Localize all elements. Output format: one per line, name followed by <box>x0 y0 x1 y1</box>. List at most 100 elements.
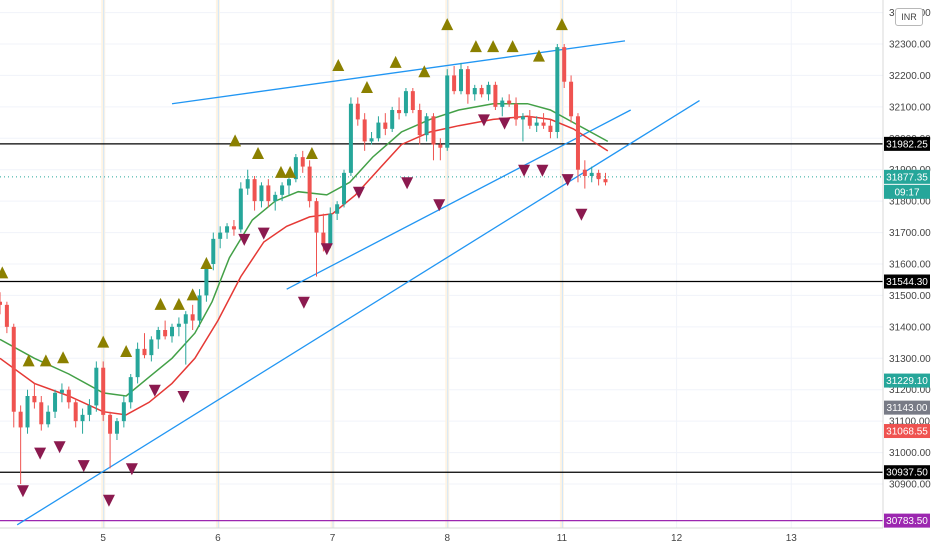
candle-body <box>245 179 250 189</box>
y-tick-label: 31400.00 <box>889 322 931 333</box>
countdown-label: 09:17 <box>894 187 919 198</box>
price-badge <box>884 513 930 528</box>
up-signal-triangle <box>532 49 545 62</box>
down-signal-triangle <box>536 164 549 177</box>
candle-body <box>369 138 374 142</box>
down-signal-triangle <box>53 441 66 454</box>
candle-body <box>596 172 601 180</box>
candle-body <box>286 179 291 186</box>
down-signal-triangle <box>561 174 574 187</box>
candle-body <box>170 326 175 337</box>
candle-body <box>0 301 2 305</box>
candle-body <box>458 69 463 92</box>
down-signal-triangle <box>320 243 333 256</box>
y-tick-label: 31500.00 <box>889 291 931 302</box>
up-signal-triangle <box>274 165 287 178</box>
candle-body <box>335 204 340 214</box>
y-tick-label: 32300.00 <box>889 40 931 51</box>
candle-body <box>39 402 44 425</box>
candle-body <box>603 179 608 183</box>
y-tick-label: 30900.00 <box>889 480 931 491</box>
down-signal-triangle <box>238 233 251 246</box>
price-badge-label: 31982.25 <box>886 139 928 150</box>
price-badge-label: 30783.50 <box>886 516 928 527</box>
time-axis[interactable]: 5 6 7 8 11 12 13 <box>100 533 797 544</box>
y-tick-label: 31600.00 <box>889 260 931 271</box>
candle-body <box>114 421 119 434</box>
candle-body <box>4 304 9 327</box>
up-signal-triangle <box>252 147 265 159</box>
candle-body <box>493 84 498 107</box>
candle-body <box>348 103 353 173</box>
down-signal-triangle <box>518 164 531 177</box>
candle-body <box>149 339 154 356</box>
up-signal-triangle <box>555 18 568 31</box>
candle-body <box>280 185 285 195</box>
candlesticks <box>0 44 608 484</box>
candle-body <box>376 122 381 139</box>
candle-body <box>424 116 429 136</box>
candle-body <box>321 232 326 246</box>
y-tick-label: 32200.00 <box>889 71 931 82</box>
up-signal-triangle <box>389 55 402 68</box>
candle-body <box>486 84 491 95</box>
candle-body <box>575 116 580 170</box>
candle-body <box>197 295 202 321</box>
candle-body <box>183 314 188 324</box>
currency-button[interactable]: INR <box>895 8 923 26</box>
candle-body <box>176 323 181 327</box>
price-badge-label: 31143.00 <box>887 403 928 414</box>
x-tick-label: 8 <box>444 533 450 544</box>
x-tick-label: 11 <box>557 533 568 544</box>
moving-averages <box>0 102 609 416</box>
up-signal-triangle <box>97 335 110 348</box>
candle-body <box>507 100 512 104</box>
candle-body <box>46 411 51 425</box>
up-signal-triangle <box>57 351 70 364</box>
up-signal-triangle <box>332 59 345 71</box>
countdown-badge <box>884 184 930 199</box>
up-signal-triangle <box>305 147 318 159</box>
down-signal-triangle <box>257 227 270 240</box>
up-signal-triangle <box>229 134 242 147</box>
candle-body <box>534 122 539 126</box>
ema-fast-line <box>0 102 609 397</box>
candle-body <box>520 116 525 120</box>
candle-body <box>541 122 546 126</box>
price-axis[interactable]: 30900.00 31000.00 31100.00 31200.00 31300.00… <box>889 8 931 490</box>
x-tick-label: 6 <box>215 533 221 544</box>
candle-body <box>135 348 140 378</box>
up-signal-triangle <box>469 40 482 53</box>
candle-body <box>128 377 133 403</box>
candle-body <box>300 157 305 167</box>
up-signal-triangle <box>154 297 167 310</box>
candle-body <box>11 326 16 412</box>
price-badge-label: 31068.55 <box>886 427 928 438</box>
candle-body <box>225 226 230 233</box>
candle-body <box>80 414 85 422</box>
candle-body <box>18 411 23 428</box>
price-badge <box>884 136 930 151</box>
price-badge-label: 31544.30 <box>886 277 928 288</box>
down-signal-triangle <box>477 114 490 127</box>
up-signal-triangle <box>441 18 454 31</box>
up-signal-triangle <box>418 65 431 78</box>
candle-body <box>582 169 587 176</box>
down-signal-triangle <box>297 296 310 309</box>
price-badge-label: 31877.35 <box>886 172 928 183</box>
y-tick-label: 31200.00 <box>889 385 931 396</box>
price-badge-label: 30937.50 <box>886 468 928 479</box>
up-signal-triangle <box>360 81 373 93</box>
price-badge <box>884 169 930 184</box>
up-signal-triangle <box>120 345 133 357</box>
down-signal-triangle <box>34 447 47 460</box>
up-signal-triangle <box>39 354 52 367</box>
candle-body <box>548 125 553 132</box>
candle-body <box>527 116 532 126</box>
down-signal-triangle <box>575 208 588 221</box>
candle-body <box>410 91 415 110</box>
up-signal-triangle <box>22 354 35 367</box>
up-signal-triangle <box>487 40 500 53</box>
candle-body <box>218 232 223 239</box>
